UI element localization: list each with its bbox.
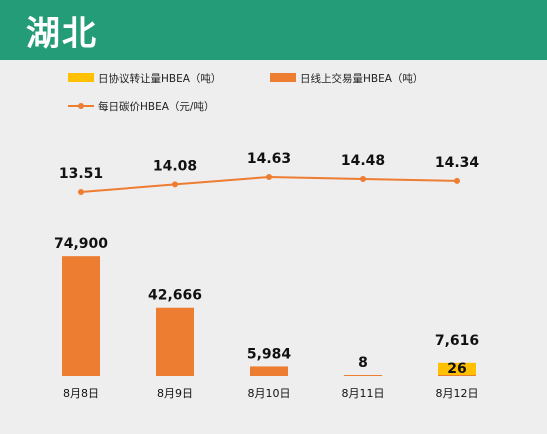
region-title: 湖北 — [26, 14, 98, 54]
legend-label-online: 日线上交易量HBEA（吨） — [300, 72, 423, 85]
bar-agreement-5 — [438, 362, 476, 375]
x-tick-label-3: 8月10日 — [248, 387, 291, 400]
data-label-price-3: 14.63 — [247, 151, 291, 167]
data-label-agreement-5: 7,616 — [435, 333, 479, 349]
chart-legend: 日协议转让量HBEA（吨） 日线上交易量HBEA（吨） 每日碳价HBEA（元/吨… — [68, 72, 423, 113]
x-tick-label-2: 8月9日 — [157, 387, 193, 400]
legend-label-price: 每日碳价HBEA（元/吨） — [98, 100, 214, 113]
price-point-4 — [360, 176, 366, 183]
legend-swatch-agreement — [68, 73, 94, 82]
data-label-online-3: 5,984 — [247, 346, 292, 362]
price-point-1 — [78, 189, 84, 195]
data-label-price-4: 14.48 — [341, 153, 385, 169]
bar-online-1 — [62, 256, 100, 376]
bar-online-3 — [250, 366, 288, 376]
trading-chart: 日协议转让量HBEA（吨） 日线上交易量HBEA（吨） 每日碳价HBEA（元/吨… — [54, 72, 479, 400]
x-tick-label-1: 8月8日 — [63, 387, 99, 400]
data-label-online-4: 8 — [358, 355, 368, 371]
price-point-5 — [454, 177, 460, 184]
data-label-online-2: 42,666 — [148, 288, 202, 304]
bar-online-4 — [344, 375, 382, 376]
bar-online-2 — [156, 307, 194, 376]
legend-label-agreement: 日协议转让量HBEA（吨） — [98, 72, 221, 85]
price-point-3 — [266, 174, 272, 180]
data-label-online-5: 26 — [447, 361, 466, 377]
price-point-2 — [172, 181, 178, 188]
bar-online-5 — [438, 375, 476, 376]
region-header: 湖北 — [0, 0, 547, 60]
data-label-price-1: 13.51 — [59, 166, 103, 182]
x-tick-label-5: 8月12日 — [436, 387, 479, 400]
data-label-price-5: 14.34 — [435, 155, 480, 171]
data-label-online-1: 74,900 — [54, 236, 108, 252]
legend-swatch-price-marker — [78, 103, 84, 109]
x-tick-label-4: 8月11日 — [342, 387, 385, 400]
data-label-price-2: 14.08 — [153, 158, 197, 174]
chart-marks: 74,900 8月8日 42,666 8月9日 5,984 8月10日 8 8月11日 7,61… — [54, 151, 479, 400]
legend-swatch-online — [270, 73, 296, 82]
